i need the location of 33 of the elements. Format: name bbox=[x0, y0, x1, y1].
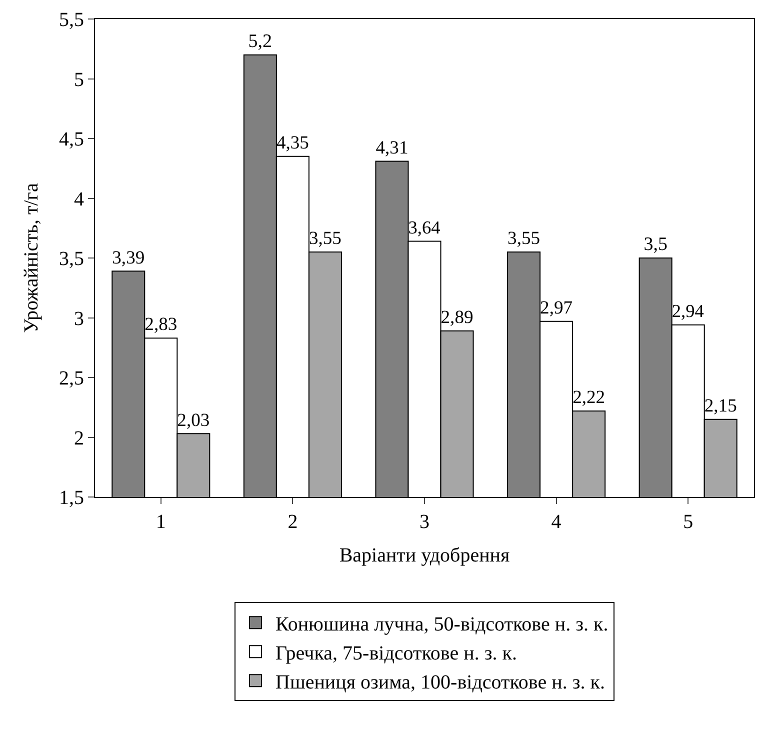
data-label: 3,64 bbox=[408, 217, 440, 238]
data-label: 3,55 bbox=[508, 228, 540, 250]
legend-label: Пшениця озима, 100-відсоткове н. з. к. bbox=[276, 671, 605, 694]
legend-label: Гречка, 75-відсоткове н. з. к. bbox=[276, 642, 517, 664]
data-label: 3,39 bbox=[112, 247, 145, 268]
x-tick-label: 5 bbox=[683, 511, 694, 533]
x-tick-label: 4 bbox=[551, 511, 562, 533]
x-axis-title: Варіанти удобрення bbox=[339, 544, 510, 566]
data-label: 2,83 bbox=[144, 314, 178, 336]
data-label: 2,94 bbox=[672, 301, 704, 322]
x-tick-label: 1 bbox=[156, 511, 166, 533]
data-label: 5,2 bbox=[248, 30, 272, 52]
y-axis-title: Урожайність, т/га bbox=[20, 183, 42, 333]
y-tick-label: 3,5 bbox=[59, 248, 84, 270]
y-tick-label: 4,5 bbox=[59, 128, 84, 150]
y-tick-label: 1,5 bbox=[59, 487, 84, 509]
x-tick-label: 3 bbox=[420, 511, 430, 533]
legend-label: Конюшина лучна, 50-відсоткове н. з. к. bbox=[276, 613, 608, 636]
data-label: 2,03 bbox=[177, 410, 210, 431]
y-tick-label: 2 bbox=[74, 427, 84, 450]
data-label: 3,5 bbox=[644, 234, 668, 255]
y-tick-label: 5,5 bbox=[59, 9, 84, 31]
data-label: 2,22 bbox=[572, 387, 606, 408]
data-label: 3,55 bbox=[308, 228, 342, 250]
y-tick-label: 3 bbox=[74, 308, 84, 330]
data-label: 2,15 bbox=[704, 395, 737, 416]
data-label: 4,31 bbox=[376, 137, 408, 158]
data-label: 2,97 bbox=[540, 297, 573, 318]
y-tick-label: 5 bbox=[74, 68, 84, 91]
x-tick-label: 2 bbox=[288, 511, 298, 533]
y-tick-label: 2,5 bbox=[59, 368, 84, 390]
data-label: 2,89 bbox=[440, 307, 474, 328]
y-tick-label: 4 bbox=[74, 188, 84, 210]
